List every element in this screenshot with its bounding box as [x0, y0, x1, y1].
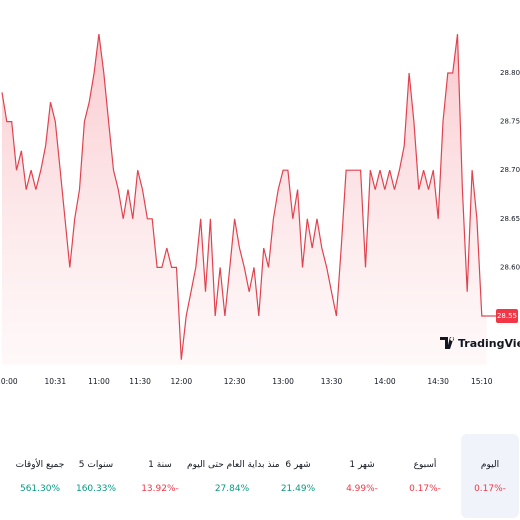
y-tick-label: 28.70 — [500, 166, 520, 174]
x-tick-label: 14:30 — [427, 377, 449, 386]
period-label: جميع الأوقات — [15, 460, 65, 470]
price-line — [1, 34, 487, 360]
x-tick-label: 14:00 — [374, 377, 396, 386]
period-cell[interactable]: جميع الأوقات 561.30% — [11, 434, 69, 518]
period-label: أسبوع — [413, 460, 437, 470]
period-change: -0.17% — [409, 484, 441, 494]
period-change: 27.84% — [214, 484, 250, 494]
x-tick-label: 13:30 — [321, 377, 343, 386]
period-cell[interactable]: أسبوع -0.17% — [396, 434, 454, 518]
period-label: اليوم — [480, 460, 500, 470]
period-cell[interactable]: 6 شهر 21.49% — [269, 434, 327, 518]
period-label: منذ بداية العام حتى اليوم — [187, 460, 280, 470]
watermark-text: TradingView — [458, 337, 520, 350]
area — [2, 34, 487, 365]
period-cell[interactable]: 1 شهر -4.99% — [333, 434, 391, 518]
x-tick-label: 10:31 — [44, 377, 66, 386]
period-label: 1 سنة — [148, 460, 172, 470]
y-tick-label: 28.65 — [500, 215, 520, 223]
period-label: 1 شهر — [349, 460, 375, 470]
y-tick-label: 28.75 — [500, 118, 520, 126]
period-change: 160.33% — [75, 484, 117, 494]
period-change: 561.30% — [19, 484, 61, 494]
period-change: -4.99% — [346, 484, 378, 494]
x-tick-label: 10:00 — [0, 377, 18, 386]
period-label: 6 شهر — [285, 460, 311, 470]
last-price-box — [496, 309, 518, 323]
period-change: -0.17% — [474, 484, 506, 494]
period-change: 21.49% — [280, 484, 316, 494]
performance-row: اليوم -0.17% أسبوع -0.17% 1 شهر -4.99% 6 شهر 21… — [0, 434, 520, 520]
chart: 28.60 28.65 28.70 28.75 28.80 10:00 10:31 11:00… — [0, 34, 520, 386]
period-cell[interactable]: 1 سنة -13.92% — [131, 434, 189, 518]
period-change: -13.92% — [141, 484, 179, 494]
last-price-label: 28.55 — [497, 312, 517, 320]
x-tick-label: 15:10 — [471, 377, 493, 386]
period-cell[interactable]: اليوم -0.17% — [461, 434, 519, 518]
y-tick-label: 28.80 — [500, 69, 520, 77]
x-tick-label: 11:30 — [129, 377, 151, 386]
x-tick-label: 12:30 — [224, 377, 246, 386]
watermark: TradingView — [440, 337, 520, 350]
x-tick-label: 12:00 — [170, 377, 192, 386]
y-tick-label: 28.60 — [500, 263, 520, 271]
x-tick-label: 11:00 — [88, 377, 110, 386]
logo — [440, 337, 455, 349]
x-tick-label: 13:00 — [272, 377, 294, 386]
period-cell[interactable]: 5 سنوات 160.33% — [67, 434, 125, 518]
period-label: 5 سنوات — [78, 460, 114, 470]
period-cell[interactable]: منذ بداية العام حتى اليوم 27.84% — [187, 434, 280, 518]
